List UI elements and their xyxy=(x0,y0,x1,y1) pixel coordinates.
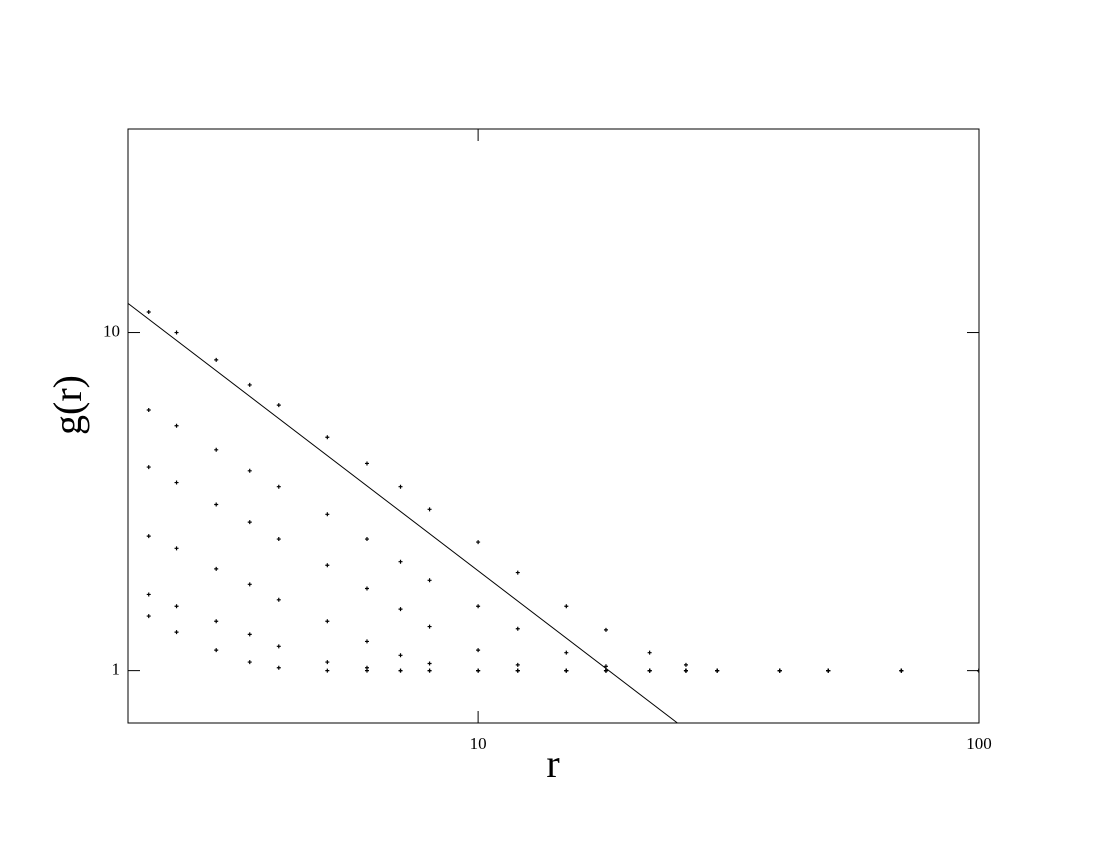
data-point xyxy=(364,639,369,644)
plot-area xyxy=(128,302,979,723)
data-point xyxy=(174,546,179,551)
data-point xyxy=(364,586,369,591)
data-point xyxy=(515,668,520,673)
data-point xyxy=(146,614,151,619)
data-point xyxy=(564,650,569,655)
data-point xyxy=(325,619,330,624)
data-point xyxy=(214,648,219,653)
data-point xyxy=(398,668,403,673)
data-point xyxy=(647,668,652,673)
data-point xyxy=(427,661,432,666)
data-point xyxy=(214,566,219,571)
data-point xyxy=(276,537,281,542)
data-point xyxy=(174,423,179,428)
data-point xyxy=(476,668,481,673)
data-point xyxy=(564,604,569,609)
data-point xyxy=(515,662,520,667)
data-point xyxy=(146,408,151,413)
data-point xyxy=(174,330,179,335)
data-point xyxy=(247,582,252,587)
data-point xyxy=(398,653,403,658)
data-point xyxy=(247,382,252,387)
data-point xyxy=(146,465,151,470)
data-point xyxy=(476,648,481,653)
data-point xyxy=(515,570,520,575)
data-point xyxy=(476,604,481,609)
data-point xyxy=(325,563,330,568)
x-tick-label: 100 xyxy=(966,734,992,753)
data-point xyxy=(398,484,403,489)
data-point xyxy=(214,447,219,452)
plot-frame xyxy=(127,128,980,724)
data-point xyxy=(247,520,252,525)
data-point xyxy=(146,534,151,539)
data-point xyxy=(515,626,520,631)
data-point xyxy=(276,484,281,489)
data-point xyxy=(325,435,330,440)
fit-line xyxy=(128,302,678,723)
data-point xyxy=(325,660,330,665)
data-point xyxy=(603,668,608,673)
data-point xyxy=(603,664,608,669)
data-point xyxy=(214,357,219,362)
data-point xyxy=(683,662,688,667)
data-point xyxy=(325,668,330,673)
y-tick-label: 1 xyxy=(112,660,121,679)
data-point xyxy=(276,597,281,602)
x-tick-label: 10 xyxy=(470,734,487,753)
data-point xyxy=(398,559,403,564)
data-point xyxy=(647,650,652,655)
data-point xyxy=(427,578,432,583)
data-point xyxy=(325,512,330,517)
data-point xyxy=(247,468,252,473)
data-point xyxy=(364,668,369,673)
data-point xyxy=(476,540,481,545)
data-point xyxy=(715,668,720,673)
data-point xyxy=(146,310,151,315)
data-point xyxy=(276,644,281,649)
data-point xyxy=(564,668,569,673)
data-point xyxy=(826,668,831,673)
data-point xyxy=(174,604,179,609)
data-point xyxy=(247,660,252,665)
data-point xyxy=(427,507,432,512)
data-point xyxy=(427,668,432,673)
data-point xyxy=(777,668,782,673)
data-point xyxy=(364,537,369,542)
data-point xyxy=(276,403,281,408)
data-point xyxy=(174,630,179,635)
data-point xyxy=(603,627,608,632)
data-point xyxy=(398,607,403,612)
data-point xyxy=(364,461,369,466)
data-point xyxy=(683,668,688,673)
data-point xyxy=(899,668,904,673)
data-point xyxy=(174,480,179,485)
data-point xyxy=(276,665,281,670)
y-axis-title: g(r) xyxy=(45,375,90,435)
data-point xyxy=(214,502,219,507)
data-point xyxy=(146,592,151,597)
data-point xyxy=(427,624,432,629)
y-tick-label: 10 xyxy=(103,321,120,340)
x-axis-title: r xyxy=(546,741,559,786)
data-point xyxy=(247,632,252,637)
data-point xyxy=(214,619,219,624)
